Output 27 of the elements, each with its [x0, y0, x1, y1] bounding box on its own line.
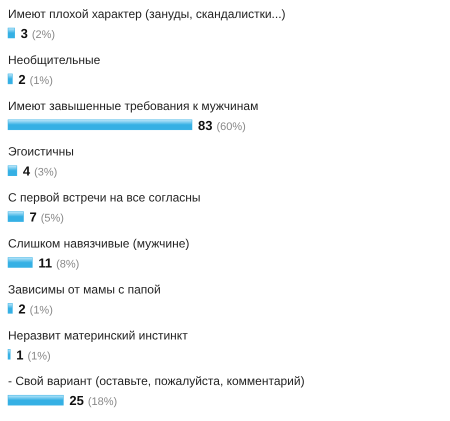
y-tick-label: Имеют завышенные требования к мужчинам	[8, 98, 258, 113]
bar	[8, 74, 13, 84]
y-tick-label: Имеют плохой характер (зануды, скандалистки...)	[8, 7, 286, 21]
y-tick-label: Неразвит материнский инстинкт	[8, 328, 188, 342]
y-tick-label: С первой встречи на все согласны	[8, 190, 201, 205]
data-label: 83 (60%)	[198, 118, 246, 133]
data-label: 2 (1%)	[18, 72, 53, 87]
y-tick-label: Эгоистичны	[8, 144, 74, 159]
bar	[8, 120, 192, 130]
y-tick-label: - Свой вариант (оставьте, пожалуйста, комментарий)	[8, 374, 305, 388]
data-label: 4 (3%)	[22, 164, 58, 179]
y-tick-label: Слишком навязчивые (мужчине)	[8, 236, 190, 250]
data-label: 11 (8%)	[38, 256, 80, 270]
y-tick-label: Зависимы от мамы с папой	[8, 282, 161, 296]
data-label: 7 (5%)	[30, 210, 64, 225]
data-label: 3 (2%)	[20, 26, 56, 41]
bar	[8, 349, 10, 360]
data-label: 2 (1%)	[18, 301, 53, 316]
bar	[8, 211, 24, 222]
bar	[8, 165, 18, 176]
bar	[8, 394, 64, 406]
data-label: 25 (18%)	[69, 393, 118, 408]
bar	[8, 303, 13, 314]
bar	[8, 257, 33, 268]
bar	[8, 28, 15, 38]
y-tick-label: Необщительные	[8, 52, 101, 67]
data-label: 1 (1%)	[16, 347, 51, 362]
